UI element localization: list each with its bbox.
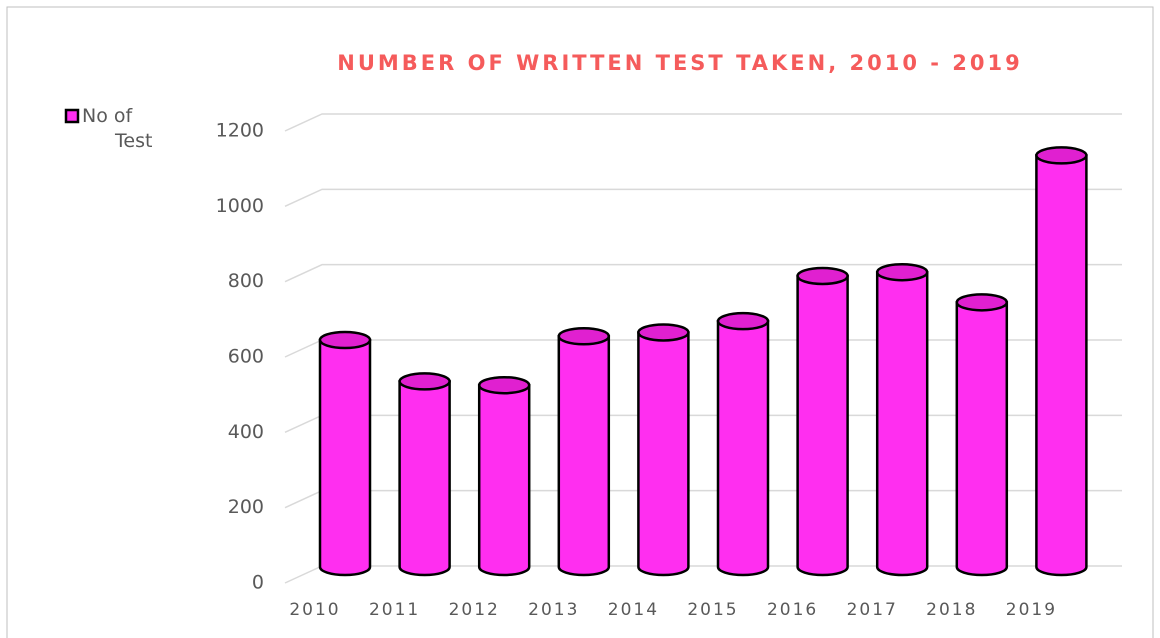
bar [955, 301, 1009, 577]
x-tick-label: 2015 [687, 600, 738, 620]
bar-top [875, 262, 929, 282]
x-tick-label: 2011 [369, 600, 420, 620]
grid-line [284, 113, 1122, 132]
legend-label: No of Test [82, 105, 152, 152]
x-tick-label: 2016 [767, 600, 818, 620]
bar [398, 380, 451, 577]
x-tick-label: 2013 [528, 600, 579, 620]
bar-top [318, 330, 372, 350]
x-tick-label: 2014 [608, 600, 659, 620]
bar [318, 338, 372, 577]
bar-top [477, 375, 531, 395]
grid-line [284, 263, 1122, 283]
x-tick-label: 2012 [449, 600, 500, 620]
bar-top [398, 372, 451, 391]
bar [875, 270, 929, 577]
bar-top [557, 326, 611, 346]
bar [716, 319, 770, 577]
bar-top [1035, 146, 1088, 165]
x-tick-label: 2018 [926, 600, 977, 620]
bar-top [955, 293, 1009, 312]
y-tick-label: 1000 [216, 195, 264, 217]
grid-line [284, 188, 1122, 208]
legend-swatch [64, 108, 80, 124]
bar [796, 274, 849, 577]
bar-top [796, 266, 849, 286]
x-tick-label: 2010 [289, 600, 340, 620]
y-tick-label: 0 [252, 572, 264, 594]
x-tick-label: 2017 [847, 600, 898, 620]
y-tick-label: 1200 [216, 120, 264, 142]
bar [637, 331, 690, 577]
bar [477, 383, 531, 577]
y-tick-label: 400 [228, 421, 264, 443]
y-tick-label: 800 [228, 270, 264, 292]
y-tick-label: 600 [228, 346, 264, 368]
bar [1035, 154, 1088, 577]
x-tick-label: 2019 [1006, 600, 1057, 620]
y-tick-label: 200 [228, 496, 264, 518]
bar [557, 334, 611, 577]
chart-title: NUMBER OF WRITTEN TEST TAKEN, 2010 - 201… [337, 51, 1022, 75]
bar-top [716, 311, 770, 331]
bar-top [637, 323, 690, 342]
